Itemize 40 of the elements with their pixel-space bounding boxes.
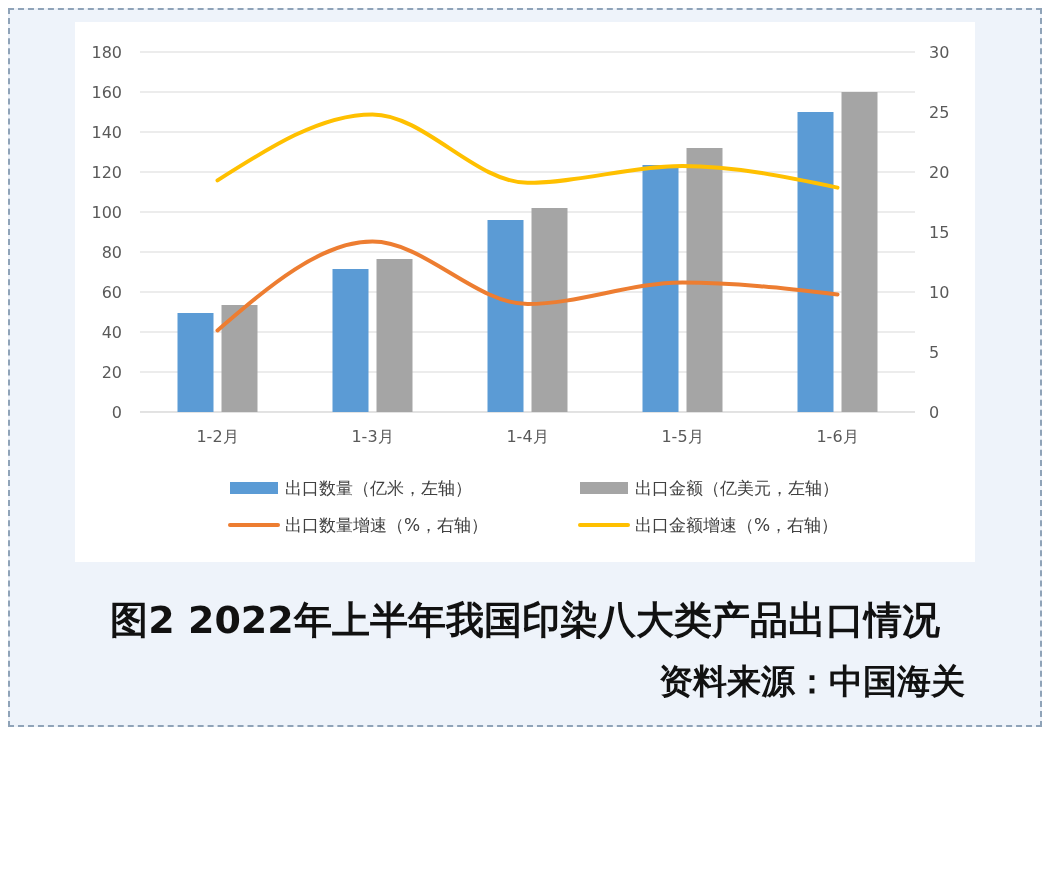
y-tick-label: 20	[101, 362, 122, 382]
legend-label: 出口数量（亿米，左轴）	[285, 477, 472, 498]
text: 图2 2022年上半年我国印染八大类产品出口情况	[109, 597, 941, 644]
bar	[177, 313, 214, 412]
y2-tick-label: 30	[929, 42, 950, 62]
y2-tick-label: 20	[929, 162, 950, 182]
y-tick-label: 100	[91, 202, 122, 222]
bar	[531, 208, 568, 412]
line-series	[215, 112, 840, 190]
y-tick-label: 180	[91, 42, 122, 62]
bar	[841, 92, 878, 412]
bar	[376, 259, 413, 412]
y-tick-label: 160	[91, 82, 122, 102]
bar	[221, 305, 258, 412]
text: 资料来源：中国海关	[658, 660, 966, 703]
bar	[686, 148, 723, 412]
y-tick-label: 140	[91, 122, 122, 142]
legend-label: 出口金额增速（%，右轴）	[635, 514, 839, 535]
x-tick-label: 1-6月	[816, 427, 859, 446]
bar	[642, 165, 679, 412]
bar	[332, 269, 369, 412]
y-tick-label: 60	[101, 282, 122, 302]
y-tick-label: 40	[101, 322, 122, 342]
y2-tick-label: 15	[929, 222, 950, 242]
legend-label: 出口数量增速（%，右轴）	[285, 514, 489, 535]
legend-label: 出口金额（亿美元，左轴）	[635, 477, 839, 498]
x-tick-label: 1-4月	[506, 427, 549, 446]
x-tick-label: 1-3月	[351, 427, 394, 446]
line-series	[215, 239, 840, 333]
bar	[487, 220, 524, 412]
y-tick-label: 120	[91, 162, 122, 182]
y-tick-label: 80	[101, 242, 122, 262]
y2-tick-label: 0	[929, 402, 940, 422]
y2-tick-label: 10	[929, 282, 950, 302]
y-tick-label: 0	[111, 402, 122, 422]
x-tick-label: 1-5月	[661, 427, 704, 446]
x-tick-label: 1-2月	[196, 427, 239, 446]
bar	[797, 112, 834, 412]
y2-tick-label: 25	[929, 102, 950, 122]
y2-tick-label: 5	[929, 342, 940, 362]
